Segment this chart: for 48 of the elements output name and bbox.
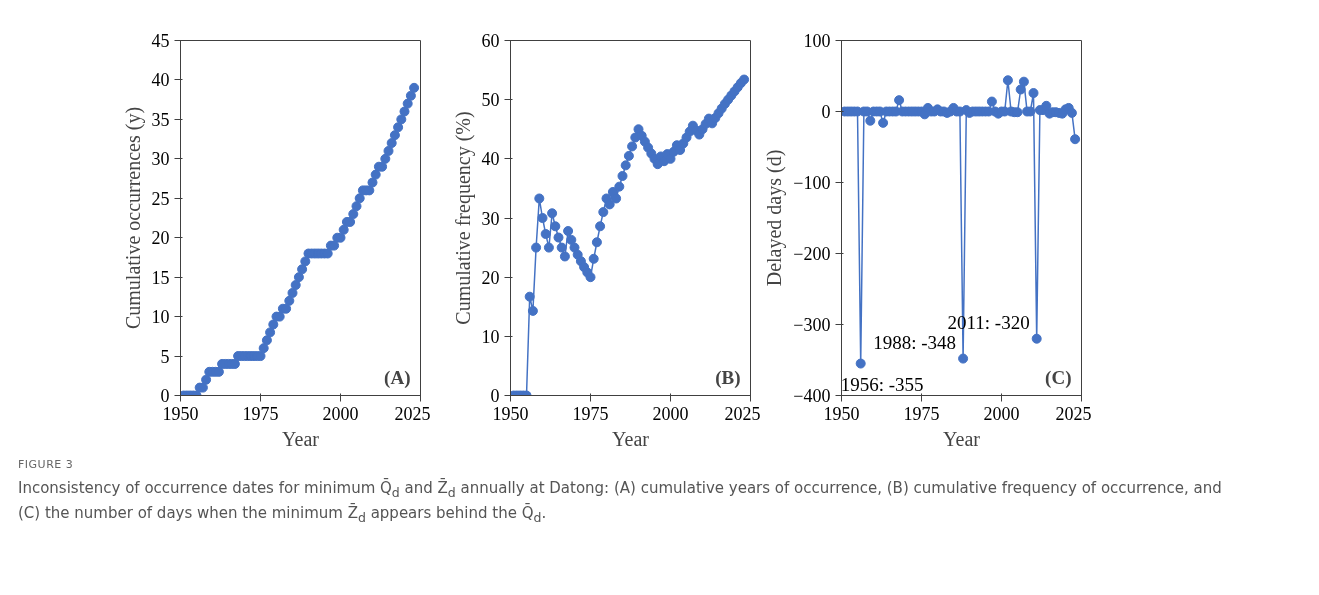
y-tick-label: −400 <box>793 386 831 406</box>
x-tick-label: 1975 <box>903 403 940 424</box>
x-tick-label: 2025 <box>394 403 431 424</box>
y-tick-label: 0 <box>490 386 500 406</box>
x-tick-label: 1950 <box>492 403 529 424</box>
x-axis-title: Year <box>612 427 650 450</box>
y-axis-title: Cumulative frequency (%) <box>451 111 475 325</box>
y-tick-label: 0 <box>821 102 831 122</box>
text: Inconsistency of occurrence dates for minimum Q̄$_{d}$ and Z̄$_{d}$ annually at Datong: (A) cumulative years of occurrence, (B) cumulative frequency of occurrence, and (C) the number of days when the minimum Z̄$_{d}$ appears behind the Q̄$_{d}$. <box>18 478 1222 526</box>
x-tick-label: 2025 <box>724 403 761 424</box>
text: (C) <box>1045 366 1072 389</box>
y-tick-label: 20 <box>481 267 500 288</box>
y-axis-title: Delayed days (d) <box>763 149 787 287</box>
y-tick-label: 30 <box>481 208 500 229</box>
y-tick-label: 45 <box>151 31 170 51</box>
y-tick-label: −100 <box>793 173 831 193</box>
text: (B) <box>715 366 741 389</box>
y-axis-title: Cumulative occurrences (y) <box>121 106 145 330</box>
text: FIGURE 3 <box>18 457 75 473</box>
y-tick-label: −200 <box>793 244 831 264</box>
x-tick-label: 1950 <box>162 403 199 424</box>
y-tick-label: 25 <box>151 188 170 209</box>
y-tick-label: 0 <box>160 386 170 406</box>
x-tick-label: 1975 <box>242 403 279 424</box>
y-tick-label: 15 <box>151 267 170 288</box>
y-tick-label: 100 <box>803 31 831 51</box>
x-tick-label: 2000 <box>983 403 1020 424</box>
y-tick-label: −300 <box>793 315 831 335</box>
y-tick-label: 10 <box>481 326 500 347</box>
y-tick-label: 40 <box>151 70 170 91</box>
y-tick-label: 30 <box>151 149 170 170</box>
y-tick-label: 10 <box>151 307 170 328</box>
x-axis-title: Year <box>282 427 320 450</box>
x-tick-label: 1950 <box>823 403 860 424</box>
y-tick-label: 50 <box>481 90 500 111</box>
x-tick-label: 2025 <box>1055 403 1092 424</box>
annotation: 1988: -348 <box>873 331 957 353</box>
y-tick-label: 20 <box>151 228 170 249</box>
x-tick-label: 2000 <box>322 403 359 424</box>
x-axis-title: Year <box>943 427 981 450</box>
x-tick-label: 2000 <box>652 403 689 424</box>
annotation: 1956: -355 <box>840 373 924 395</box>
y-tick-label: 35 <box>151 109 170 130</box>
y-tick-label: 60 <box>481 31 500 51</box>
text: (A) <box>384 366 411 389</box>
y-tick-label: 5 <box>160 346 170 367</box>
x-tick-label: 1975 <box>572 403 609 424</box>
y-tick-label: 40 <box>481 149 500 170</box>
